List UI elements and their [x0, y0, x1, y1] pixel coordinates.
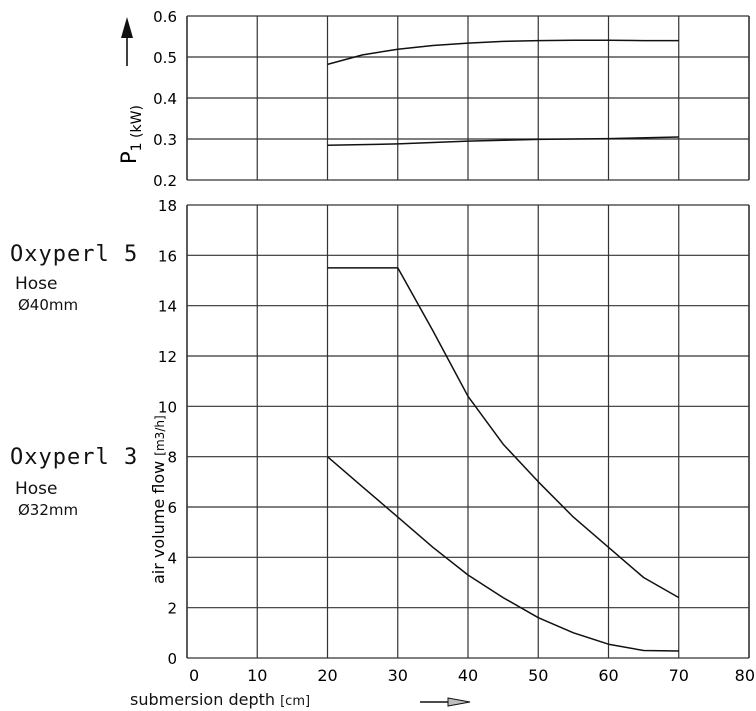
- airflow-series-2: [327, 456, 679, 652]
- airflow-series-1: [327, 267, 680, 599]
- airflow-y-tick-2: 2: [167, 600, 177, 618]
- airflow-y-tick-8: 8: [167, 449, 177, 467]
- airflow-y-tick-12: 12: [158, 348, 177, 366]
- x-axis-title-text: submersion depth: [130, 690, 276, 709]
- arrows: [121, 17, 471, 707]
- airflow-y-tick-0: 0: [167, 650, 177, 668]
- power-series-2: [327, 136, 679, 146]
- power-y-tick-0_6: 0.6: [153, 8, 177, 26]
- x-tick-80: 80: [735, 666, 755, 685]
- airflow-y-tick-6: 6: [167, 499, 177, 517]
- x-tick-20: 20: [317, 666, 337, 685]
- x-tick-60: 60: [598, 666, 618, 685]
- power-grid: [186, 15, 750, 181]
- oxyperl3-hose-label: Hose: [15, 479, 58, 499]
- airflow-y-tick-10: 10: [158, 398, 177, 416]
- x-tick-40: 40: [458, 666, 478, 685]
- airflow-y-tick-18: 18: [158, 197, 177, 215]
- airflow-grid: [186, 204, 750, 659]
- y-up-arrow-head: [121, 17, 133, 38]
- x-tick-30: 30: [388, 666, 408, 685]
- airflow-y-tick-16: 16: [158, 247, 177, 265]
- oxyperl5-hose-diameter: Ø40mm: [18, 296, 79, 314]
- airflow-y-tick-4: 4: [167, 549, 177, 567]
- power-y-axis-subscript: 1 (kW): [129, 105, 145, 151]
- airflow-y-tick-14: 14: [158, 298, 177, 316]
- power-y-tick-0_4: 0.4: [153, 90, 177, 108]
- power-y-axis-symbol: P: [117, 151, 141, 164]
- tick-labels: 0.2 0.3 0.4 0.5 0.6 0 2 4 6 8 10 12 14 16 18 0 10 20 30 40 5…: [153, 8, 755, 685]
- power-y-axis-title: P1 (kW): [117, 105, 145, 164]
- airflow-series: [327, 267, 680, 652]
- oxyperl3-label: Oxyperl 3: [10, 445, 139, 470]
- oxyperl5-label: Oxyperl 5: [10, 242, 139, 267]
- x-tick-0: 0: [189, 666, 199, 685]
- airflow-y-axis-title: air volume flow [m3/h]: [149, 415, 168, 584]
- x-tick-50: 50: [528, 666, 548, 685]
- x-axis-title: submersion depth [cm]: [130, 690, 310, 709]
- airflow-y-axis-text: air volume flow: [149, 456, 168, 584]
- oxyperl5-hose-label: Hose: [15, 274, 58, 294]
- power-y-tick-0_2: 0.2: [153, 172, 177, 190]
- airflow-y-axis-unit: [m3/h]: [153, 415, 167, 455]
- axis-titles: P1 (kW) air volume flow [m3/h]: [117, 105, 168, 584]
- x-right-arrow-head: [447, 697, 471, 707]
- power-y-tick-0_5: 0.5: [153, 49, 177, 67]
- power-series: [327, 39, 679, 146]
- oxyperl3-hose-diameter: Ø32mm: [18, 501, 79, 519]
- x-tick-70: 70: [669, 666, 689, 685]
- x-axis-unit: [cm]: [280, 694, 311, 709]
- x-tick-10: 10: [247, 666, 267, 685]
- power-y-tick-0_3: 0.3: [153, 131, 177, 149]
- power-series-1: [327, 39, 679, 66]
